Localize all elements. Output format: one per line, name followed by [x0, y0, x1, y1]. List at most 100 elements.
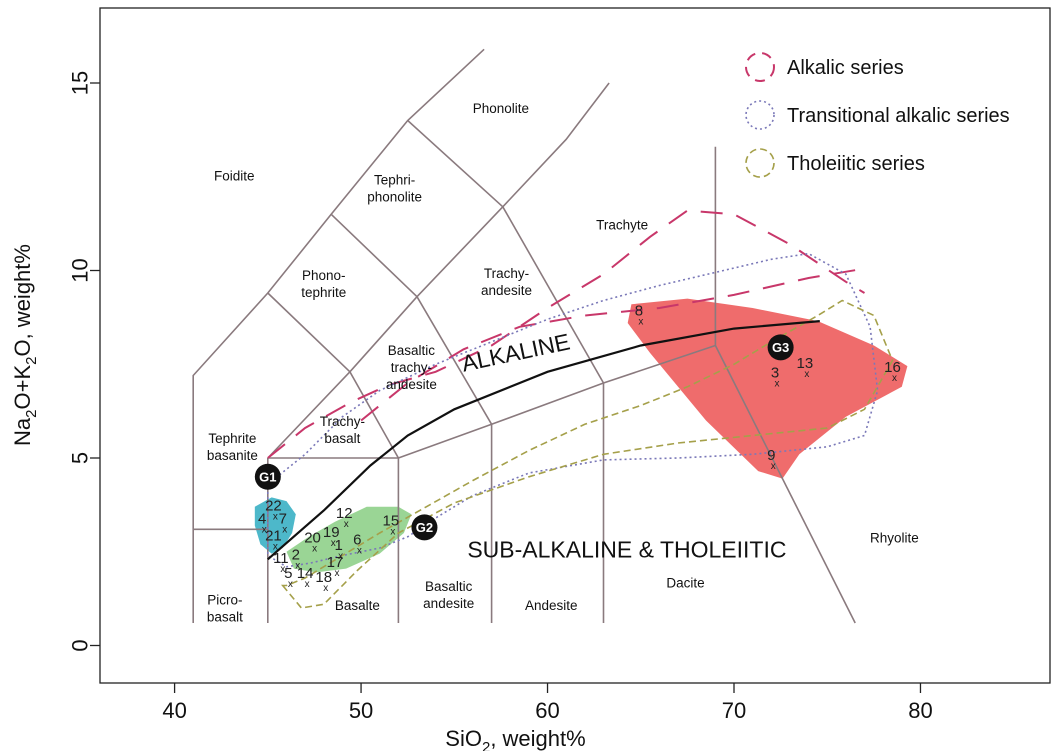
legend-alkalic-swatch [745, 52, 775, 82]
group-G1-marker [254, 463, 281, 490]
group-markers: G1 G2 G3 [254, 334, 794, 541]
group-G3-marker [767, 334, 794, 361]
field-boundary-16 [714, 345, 856, 624]
group-G3-label: G3 [772, 340, 789, 355]
sample-11-label: 11 [273, 550, 289, 567]
group-fields-layer [254, 298, 908, 573]
sample-5-label: 5 [284, 565, 292, 582]
legend-tholeiitic-swatch [745, 148, 775, 178]
group-G2-label: G2 [416, 520, 433, 535]
sample-18-marker: x [323, 583, 328, 594]
x-axis-title: SiO2, weight% [445, 726, 585, 751]
sample-7-marker: x [282, 525, 287, 536]
x-tick-label-70: 70 [722, 698, 746, 723]
field-label-basaltic-trachyandesite: Basaltic trachy-andesite [386, 343, 437, 392]
sample-2-marker: x [295, 560, 300, 571]
y-tick-label-5: 5 [68, 452, 93, 464]
field-label-picrobasalt: Picro-basalt [207, 592, 243, 624]
field-boundary-14 [398, 344, 716, 459]
legend-transitional-swatch [745, 100, 775, 130]
transitional-envelope [267, 252, 879, 568]
plot-frame [99, 7, 1051, 684]
field-label-trachybasalt: Trachy-basalt [320, 414, 365, 446]
field-boundary-13 [502, 206, 605, 384]
field-label-foidite: Foidite [214, 169, 255, 184]
field-boundary-12 [416, 296, 493, 425]
divider-line [267, 320, 820, 561]
field-label-andesite: Andesite [525, 598, 578, 613]
sample-13-marker: x [804, 369, 809, 380]
y-tick-label-10: 10 [68, 258, 93, 282]
legend-tholeiitic-label: Tholeiitic series [787, 153, 925, 175]
field-label-trachyte: Trachyte [596, 217, 648, 232]
field-label-tephriphonolite: Tephri-phonolite [367, 172, 422, 204]
field-label-phonotephrite: Phono-tephrite [301, 268, 346, 300]
field-boundary-10 [407, 119, 504, 208]
sample-19-label: 19 [323, 524, 340, 541]
sample-8-marker: x [638, 317, 643, 328]
y-tick-label-0: 0 [68, 639, 93, 651]
x-tick-label-80: 80 [908, 698, 932, 723]
sample-3-marker: x [775, 378, 780, 389]
sample-18-label: 18 [315, 569, 332, 586]
sample-17-label: 17 [327, 554, 344, 571]
subalkaline-label: SUB-ALKALINE & THOLEIITIC [467, 536, 786, 562]
group-field-g1 [254, 497, 296, 554]
field-label-rhyolite: Rhyolite [870, 530, 919, 545]
sample-12-label: 12 [336, 505, 353, 522]
sample-9-marker: x [771, 461, 776, 472]
field-label-basaltic-andesite: Basaltic andesite [423, 579, 474, 611]
sample-22-marker: x [273, 512, 278, 523]
y-axis-title: Na2O+K2O, weight% [10, 244, 40, 446]
series-envelopes [267, 209, 894, 609]
group-field-g3 [627, 298, 908, 479]
field-boundary-3 [267, 82, 610, 459]
group-G1-label: G1 [259, 469, 276, 484]
legend-transitional-label: Transitional alkalic series [787, 105, 1010, 127]
sample-19-marker: x [331, 538, 336, 549]
field-label-dacite: Dacite [666, 575, 704, 590]
sample-2-label: 2 [292, 546, 300, 563]
sample-14-label: 14 [297, 565, 314, 582]
field-boundary-11 [349, 371, 400, 459]
alkalic-envelope-lower [360, 267, 865, 422]
sample-15-marker: x [390, 527, 395, 538]
field-boundary-0 [192, 48, 485, 623]
sample-4-marker: x [262, 525, 267, 536]
sample-12-marker: x [344, 519, 349, 530]
field-label-trachyandesite: Trachy-andesite [481, 266, 532, 298]
sample-11-marker: x [280, 564, 285, 575]
sample-6-label: 6 [353, 531, 361, 548]
tas-field-boundaries [192, 48, 856, 624]
sample-8-label: 8 [635, 303, 643, 320]
group-field-g2 [286, 506, 412, 573]
sample-6-marker: x [357, 545, 362, 556]
field-label-basalt: Basalte [335, 598, 380, 613]
tholeiitic-envelope [280, 299, 894, 609]
sample-1-label: 1 [335, 537, 343, 554]
legend: Alkalic series Transitional alkalic serie… [745, 52, 1010, 178]
x-tick-label-40: 40 [162, 698, 186, 723]
sample-1-marker: x [338, 551, 343, 562]
field-boundary-9 [330, 213, 418, 298]
field-boundary-8 [267, 292, 351, 373]
sample-7-label: 7 [279, 511, 287, 528]
sample-9-label: 9 [767, 447, 775, 464]
sample-21-label: 21 [265, 528, 282, 545]
field-label-phonolite: Phonolite [473, 101, 529, 116]
sample-5-marker: x [288, 579, 293, 590]
sample-14-marker: x [305, 579, 310, 590]
sample-13-label: 13 [797, 355, 814, 372]
legend-alkalic-label: Alkalic series [787, 57, 904, 79]
sample-22-label: 22 [265, 498, 282, 515]
x-tick-label-60: 60 [535, 698, 559, 723]
sample-16-marker: x [892, 373, 897, 384]
group-G2-marker [411, 514, 438, 541]
field-label-tephrite-basanite: Tephrite basanite [207, 431, 258, 463]
sample-15-label: 15 [383, 513, 400, 530]
sample-20-label: 20 [304, 529, 321, 546]
